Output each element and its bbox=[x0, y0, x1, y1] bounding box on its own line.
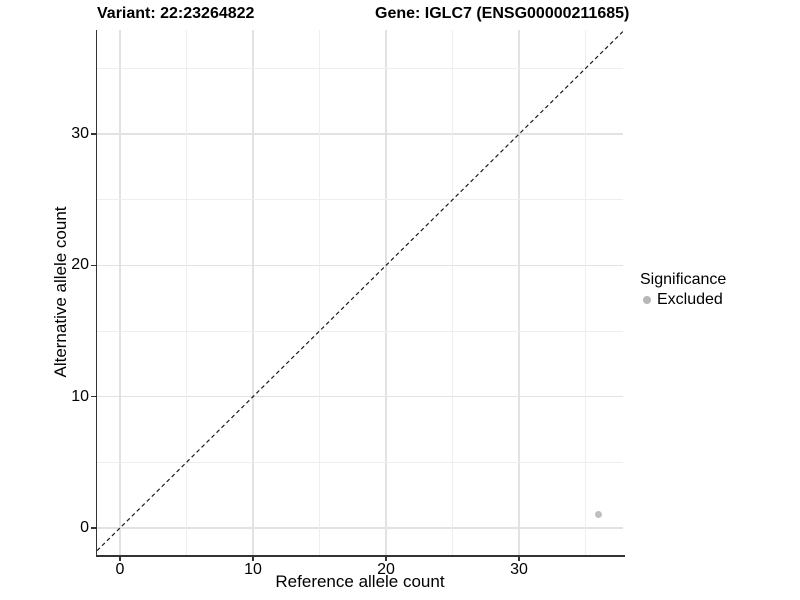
y-tick-label: 0 bbox=[80, 518, 89, 536]
legend-title: Significance bbox=[640, 271, 727, 288]
x-tick-label: 20 bbox=[377, 561, 395, 578]
y-tick-label: 20 bbox=[71, 256, 89, 274]
x-axis-title: Reference allele count bbox=[275, 572, 445, 591]
x-tick-label: 0 bbox=[115, 561, 125, 578]
legend-item-excluded: Excluded bbox=[638, 291, 726, 309]
legend-point-icon bbox=[643, 296, 651, 304]
data-point bbox=[595, 511, 603, 519]
x-axis-line bbox=[95, 555, 625, 557]
legend: Significance Excluded bbox=[638, 270, 726, 309]
y-axis-tick bbox=[91, 527, 96, 529]
identity-line bbox=[97, 31, 623, 552]
y-axis-tick bbox=[91, 264, 96, 267]
plot-title-gene: Gene: IGLC7 (ENSG00000211685) bbox=[375, 5, 630, 22]
y-tick-label: 30 bbox=[71, 125, 89, 143]
plot-title-variant: Variant: 22:23264822 bbox=[97, 5, 255, 22]
y-axis-tick bbox=[91, 133, 96, 135]
x-tick-label: 30 bbox=[510, 561, 528, 578]
legend-item-label: Excluded bbox=[657, 291, 723, 308]
plot-panel: 0 10 20 30 0 10 20 30 bbox=[71, 30, 625, 578]
y-tick-label: 10 bbox=[71, 387, 89, 405]
x-axis-tick bbox=[119, 556, 121, 561]
y-axis-line bbox=[95, 30, 97, 556]
x-axis-tick bbox=[518, 556, 520, 561]
identity-line-layer bbox=[97, 31, 623, 552]
y-axis-tick bbox=[91, 396, 96, 398]
x-axis-tick bbox=[385, 556, 387, 561]
x-tick-label: 10 bbox=[244, 561, 262, 578]
x-axis-tick bbox=[252, 556, 254, 561]
y-axis-title: Alternative allele count bbox=[51, 206, 70, 378]
